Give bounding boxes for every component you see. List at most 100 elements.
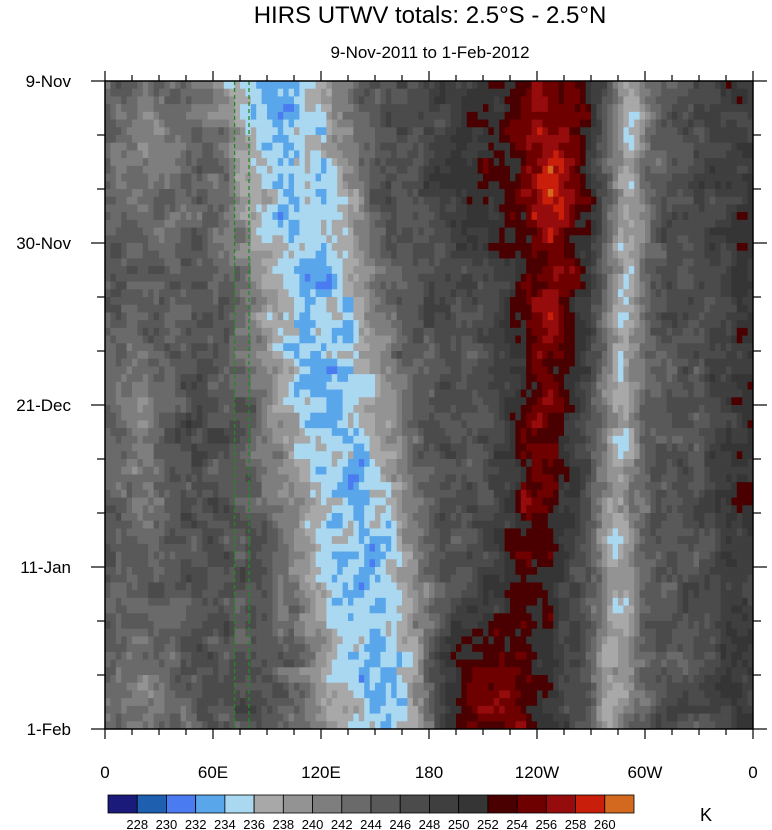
heatmap-cell xyxy=(429,366,435,375)
heatmap-cell xyxy=(731,181,738,190)
heatmap-cell xyxy=(742,374,749,383)
heatmap-cell xyxy=(639,258,646,267)
heatmap-cell xyxy=(461,397,468,406)
heatmap-cell xyxy=(121,181,128,190)
heatmap-cell xyxy=(526,243,533,252)
heatmap-cell xyxy=(159,142,165,152)
heatmap-cell xyxy=(256,289,263,298)
heatmap-cell xyxy=(423,351,430,360)
heatmap-cell xyxy=(742,289,749,298)
heatmap-cell xyxy=(580,219,587,229)
heatmap-cell xyxy=(153,181,160,190)
heatmap-cell xyxy=(580,320,587,329)
heatmap-cell xyxy=(223,135,230,144)
heatmap-cell xyxy=(169,142,176,152)
heatmap-cell xyxy=(693,374,700,383)
heatmap-cell xyxy=(337,374,344,383)
heatmap-cell xyxy=(207,374,214,383)
heatmap-cell xyxy=(596,335,603,344)
heatmap-cell xyxy=(369,127,376,136)
heatmap-cell xyxy=(623,358,630,368)
heatmap-cell xyxy=(267,281,273,290)
heatmap-cell xyxy=(261,196,268,206)
heatmap-cell xyxy=(304,165,311,175)
heatmap-cell xyxy=(169,150,176,159)
heatmap-cell xyxy=(558,389,565,398)
heatmap-cell xyxy=(564,135,570,144)
heatmap-cell xyxy=(396,335,403,344)
heatmap-cell xyxy=(645,111,651,121)
heatmap-cell xyxy=(747,235,753,244)
heatmap-cell xyxy=(655,142,662,152)
heatmap-cell xyxy=(612,281,619,290)
heatmap-cell xyxy=(628,304,635,314)
heatmap-cell xyxy=(747,196,753,206)
heatmap-cell xyxy=(742,204,749,213)
heatmap-cell xyxy=(439,389,446,398)
heatmap-cell xyxy=(277,196,284,206)
heatmap-cell xyxy=(180,111,187,121)
heatmap-cell xyxy=(223,196,230,206)
heatmap-cell xyxy=(331,219,338,229)
heatmap-cell xyxy=(256,312,263,321)
heatmap-cell xyxy=(391,312,398,321)
heatmap-cell xyxy=(510,327,516,337)
heatmap-cell xyxy=(180,150,187,159)
heatmap-cell xyxy=(672,127,678,136)
heatmap-cell xyxy=(553,88,560,98)
heatmap-cell xyxy=(299,366,306,375)
heatmap-cell xyxy=(429,312,435,321)
heatmap-cell xyxy=(218,343,225,352)
heatmap-cell xyxy=(126,366,133,375)
heatmap-cell xyxy=(191,104,198,113)
heatmap-cell xyxy=(245,312,252,321)
heatmap-cell xyxy=(461,119,468,128)
heatmap-cell xyxy=(520,343,527,352)
heatmap-cell xyxy=(358,173,365,182)
heatmap-cell xyxy=(564,212,570,221)
heatmap-cell xyxy=(272,343,279,352)
heatmap-cell xyxy=(142,289,149,298)
heatmap-cell xyxy=(477,343,484,352)
heatmap-cell xyxy=(207,358,214,368)
heatmap-cell xyxy=(115,389,122,398)
heatmap-cell xyxy=(747,335,753,344)
heatmap-cell xyxy=(564,88,570,98)
heatmap-cell xyxy=(445,88,452,98)
heatmap-cell xyxy=(483,358,489,368)
heatmap-cell xyxy=(537,304,543,314)
heatmap-cell xyxy=(261,381,268,391)
heatmap-cell xyxy=(483,227,489,236)
heatmap-cell xyxy=(709,181,716,190)
heatmap-cell xyxy=(601,96,608,105)
heatmap-cell xyxy=(726,181,732,190)
heatmap-cell xyxy=(180,273,187,283)
heatmap-cell xyxy=(331,227,338,236)
heatmap-cell xyxy=(261,96,268,105)
heatmap-cell xyxy=(677,219,684,229)
heatmap-cell xyxy=(196,204,203,213)
heatmap-cell xyxy=(126,358,133,368)
heatmap-cell xyxy=(558,158,565,167)
heatmap-cell xyxy=(256,189,263,198)
heatmap-cell xyxy=(655,96,662,105)
heatmap-cell xyxy=(202,181,209,190)
heatmap-cell xyxy=(715,135,722,144)
heatmap-cell xyxy=(601,219,608,229)
heatmap-cell xyxy=(499,250,506,260)
heatmap-cell xyxy=(283,343,290,352)
heatmap-cell xyxy=(396,358,403,368)
heatmap-cell xyxy=(169,327,176,337)
heatmap-cell xyxy=(304,289,311,298)
heatmap-cell xyxy=(547,335,554,344)
heatmap-cell xyxy=(515,181,522,190)
heatmap-cell xyxy=(553,235,560,244)
heatmap-cell xyxy=(369,335,376,344)
heatmap-cell xyxy=(142,351,149,360)
heatmap-cell xyxy=(105,204,111,213)
heatmap-cell xyxy=(483,165,489,175)
heatmap-cell xyxy=(304,304,311,314)
heatmap-cell xyxy=(250,335,257,344)
heatmap-cell xyxy=(175,258,182,267)
heatmap-cell xyxy=(315,204,322,213)
